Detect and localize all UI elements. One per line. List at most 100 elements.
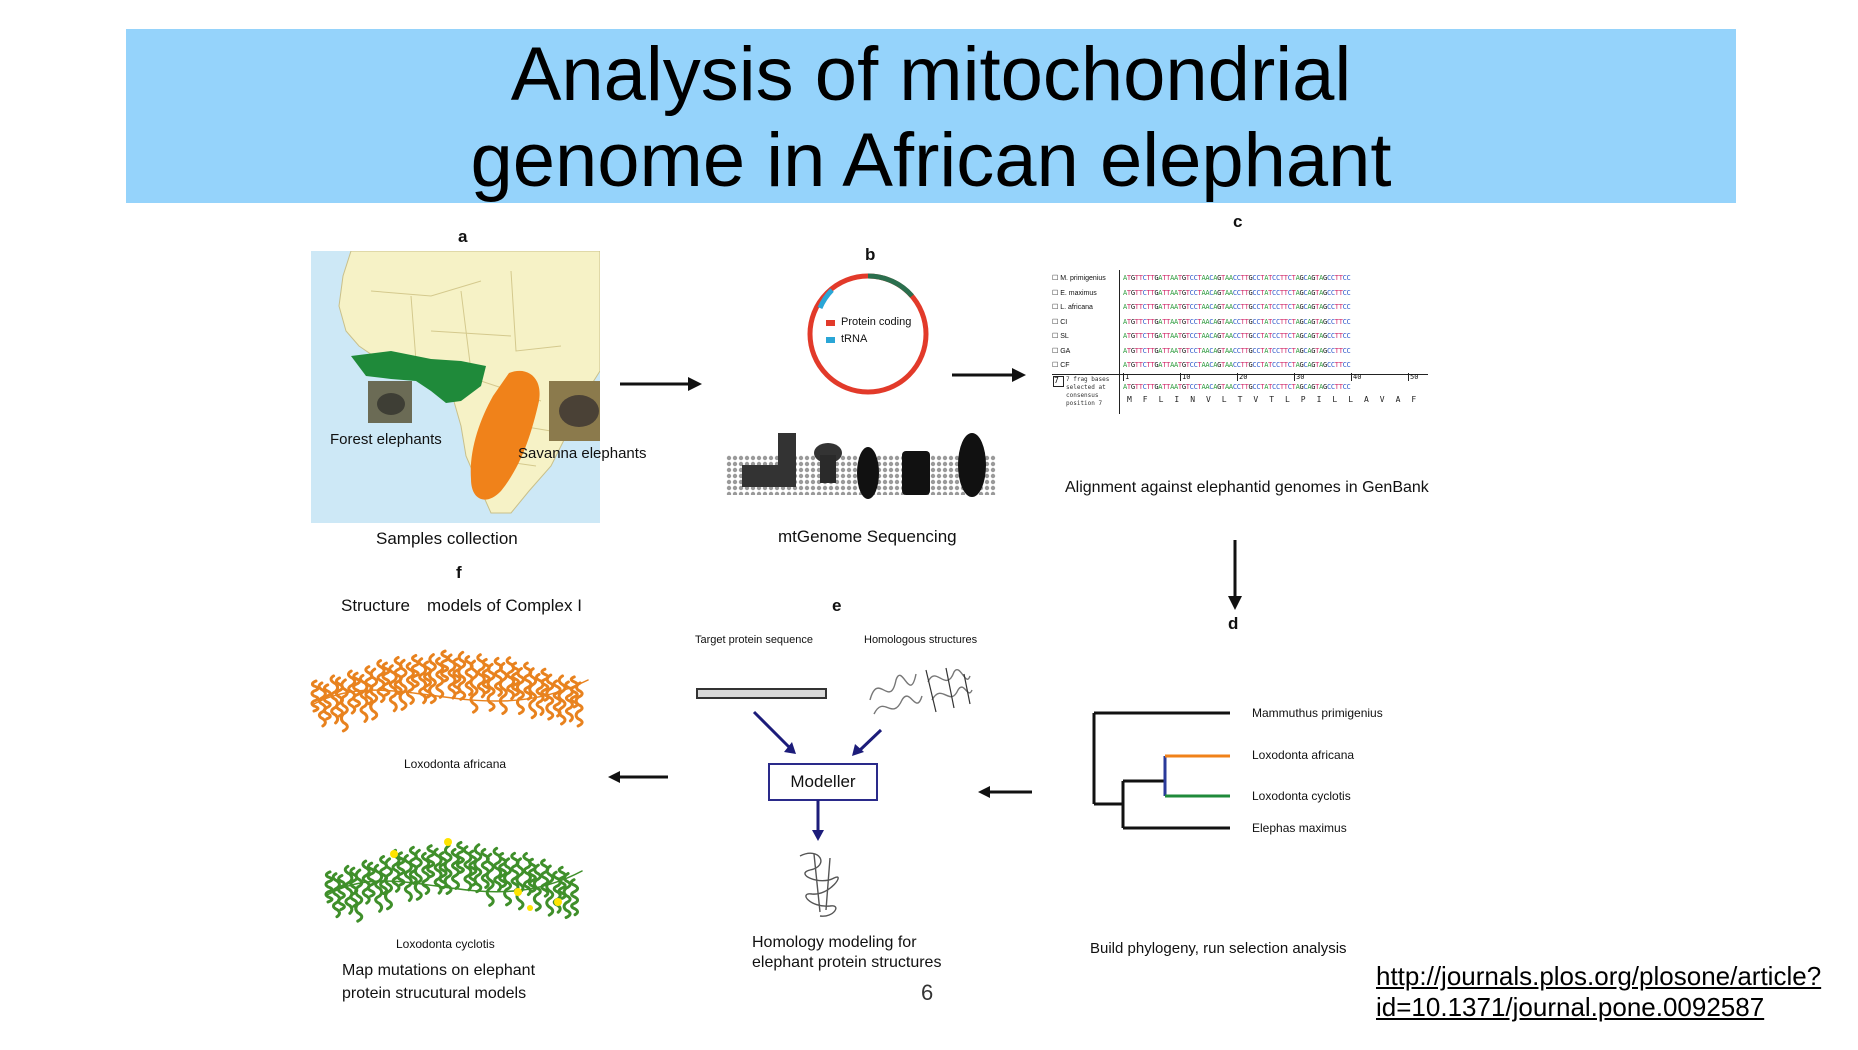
consensus-sequence: ATGTTCTTGATTAATGTCCTAACAGTAACCTTGCCTATCC… <box>1123 383 1351 391</box>
complex-i-structure-africana <box>310 649 589 733</box>
panel-d-caption: Build phylogeny, run selection analysis <box>1090 940 1347 957</box>
species-label-africana: Loxodonta africana <box>404 757 507 771</box>
alignment-sequence-row: ATGTTCTTGATTAATGTCCTAACAGTAACCTTGCCTATCC… <box>1123 361 1351 369</box>
homologous-structures-image <box>869 667 973 715</box>
alignment-ruler: 1 10 20 30 40 50 <box>1123 373 1427 383</box>
amino-acid: F <box>1142 395 1148 404</box>
amino-acid: L <box>1332 395 1338 404</box>
modeled-structure-image <box>799 852 839 917</box>
homologous-structures-label: Homologous structures <box>864 634 978 646</box>
amino-acid: N <box>1190 395 1196 404</box>
forest-elephants-label: Forest elephants <box>330 431 442 448</box>
forest-elephant-range <box>351 351 486 403</box>
mito-genome-circle <box>807 273 929 395</box>
genome-control-region <box>867 273 914 298</box>
panel-b-caption: mtGenome Sequencing <box>778 527 957 546</box>
legend-protein-coding: Protein coding <box>841 316 912 328</box>
protein-complex-4 <box>902 451 930 495</box>
arrow-modeller-down <box>812 800 824 841</box>
taxon-elephas-maximus: Elephas maximus <box>1252 821 1347 835</box>
arrow-a-to-b <box>620 377 702 391</box>
ruler-tick: 10 <box>1180 373 1191 381</box>
title-banner: Analysis of mitochondrial genome in Afri… <box>126 29 1736 203</box>
alignment-view: ☐ M. primigenius ☐ E. maximus ☐ L. african… <box>1052 270 1428 414</box>
alignment-sequence-row: ATGTTCTTGATTAATGTCCTAACAGTAACCTTGCCTATCC… <box>1123 346 1351 355</box>
panel-e-caption-line-1: Homology modeling for <box>752 934 917 951</box>
panel-a-caption: Samples collection <box>376 529 518 548</box>
savanna-elephant-range <box>470 370 540 500</box>
amino-acid: I <box>1316 395 1322 404</box>
legend-trna: tRNA <box>841 333 868 345</box>
alignment-species-label: ☐ GA <box>1052 347 1071 355</box>
alignment-species-label: ☐ CI <box>1052 318 1068 326</box>
ruler-tick: 1 <box>1123 373 1130 381</box>
panel-f-caption-line-1: Map mutations on elephant <box>342 962 536 979</box>
amino-acid: A <box>1395 395 1401 404</box>
arrow-d-to-e <box>978 786 1032 798</box>
arrow-c-to-d <box>1228 540 1242 610</box>
amino-acid: T <box>1269 395 1275 404</box>
protein-complex-1 <box>742 433 796 487</box>
panel-b-letter: b <box>865 245 876 264</box>
amino-acid: V <box>1379 395 1385 404</box>
alignment-species-label: ☐ E. maximus <box>1052 289 1097 297</box>
slide-title-line-2: genome in African elephant <box>470 118 1392 203</box>
amino-acid: I <box>1174 395 1180 404</box>
protein-complex-3 <box>857 447 879 499</box>
target-sequence-bar <box>696 688 827 699</box>
panel-a-letter: a <box>458 227 468 246</box>
taxon-loxodonta-cyclotis: Loxodonta cyclotis <box>1252 789 1351 803</box>
amino-acid: M <box>1127 395 1132 404</box>
africa-map <box>311 251 600 523</box>
consensus-row-checkbox <box>1053 376 1064 387</box>
reference-link-line-1[interactable]: http://journals.plos.org/plosone/article… <box>1376 961 1822 991</box>
reference-link-line-2[interactable]: id=10.1371/journal.pone.0092587 <box>1376 992 1765 1022</box>
alignment-sequence-row: ATGTTCTTGATTAATGTCCTAACAGTAACCTTGCCTATCC… <box>1123 288 1351 297</box>
panel-e-letter: e <box>832 596 842 615</box>
panel-c-letter: c <box>1233 212 1243 231</box>
modeller-box: Modeller <box>768 763 878 801</box>
savanna-elephants-label: Savanna elephants <box>518 445 647 462</box>
forest-elephant-silhouette <box>377 393 405 415</box>
mutation-markers <box>390 838 562 911</box>
amino-acid: T <box>1237 395 1243 404</box>
protein-complex-2-body <box>820 455 836 483</box>
amino-acid: V <box>1253 395 1259 404</box>
legend-trna-swatch <box>826 337 835 343</box>
phylogenetic-tree <box>1092 711 1230 830</box>
legend-protein-swatch <box>826 320 835 326</box>
alignment-species-label: ☐ SL <box>1052 333 1069 340</box>
panel-d-letter: d <box>1228 614 1239 633</box>
panel-f-caption-line-2: protein strucutural models <box>342 985 527 1002</box>
arrow-b-to-c <box>952 368 1026 382</box>
taxon-mammuthus: Mammuthus primigenius <box>1252 706 1383 720</box>
page-number: 6 <box>921 980 934 1005</box>
alignment-species-label: ☐ M. primigenius <box>1052 275 1106 282</box>
ruler-tick: 50 <box>1408 373 1419 381</box>
complex-i-structure-cyclotis <box>324 838 583 923</box>
amino-acid: V <box>1206 395 1211 404</box>
ruler-tick: 30 <box>1294 373 1305 381</box>
amino-acid: F <box>1411 395 1417 404</box>
alignment-sequence-row: ATGTTCTTGATTAATGTCCTAACAGTAACCTTGCCTATCC… <box>1123 274 1351 282</box>
alignment-sequence-row: ATGTTCTTGATTAATGTCCTAACAGTAACCTTGCCTATCC… <box>1123 332 1351 340</box>
amino-acid: L <box>1285 395 1290 404</box>
ruler-tick: 20 <box>1237 373 1248 381</box>
modeller-label: Modeller <box>790 772 856 791</box>
amino-acid: L <box>1158 395 1164 404</box>
panel-c-caption: Alignment against elephantid genomes in … <box>1065 479 1429 496</box>
arrow-e-to-f <box>608 771 668 783</box>
panel-f-heading: Structure models of Complex I <box>341 596 582 615</box>
taxon-loxodonta-africana: Loxodonta africana <box>1252 748 1355 762</box>
slide-title-line-1: Analysis of mitochondrial <box>510 32 1352 117</box>
target-sequence-label: Target protein sequence <box>695 634 814 646</box>
alignment-separator <box>1052 374 1428 375</box>
panel-f-letter: f <box>456 563 462 582</box>
alignment-sequence-row: ATGTTCTTGATTAATGTCCTAACAGTAACCTTGCCTATCC… <box>1123 303 1351 311</box>
protein-complex-5 <box>958 433 986 497</box>
amino-acid: L <box>1348 395 1354 404</box>
alignment-sequence-row: ATGTTCTTGATTAATGTCCTAACAGTAACCTTGCCTATCC… <box>1123 317 1351 326</box>
arrows-into-modeller <box>752 710 883 756</box>
species-label-cyclotis: Loxodonta cyclotis <box>396 937 495 951</box>
alignment-divider <box>1119 270 1120 414</box>
